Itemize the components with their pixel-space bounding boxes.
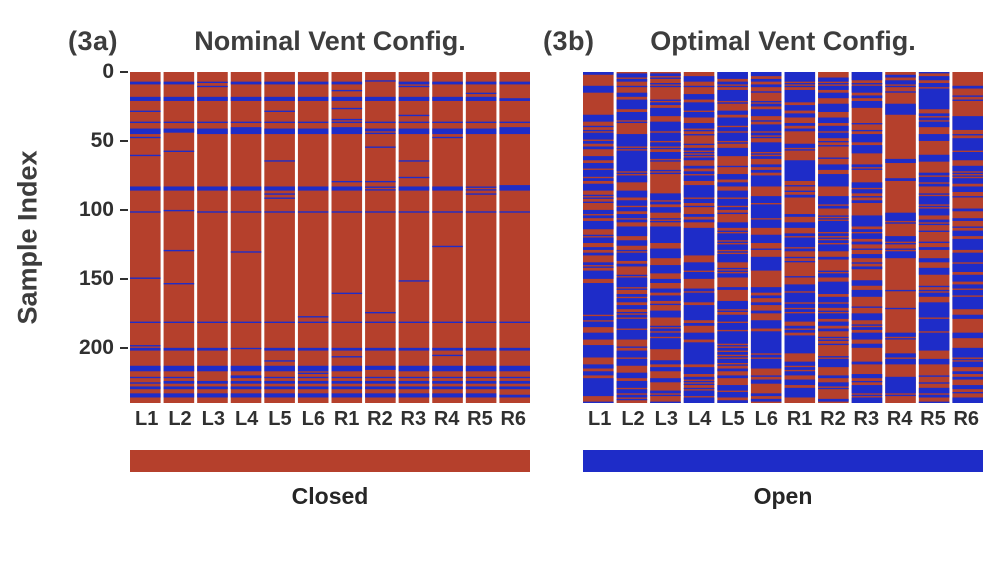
x-tick-label: L5 bbox=[268, 408, 292, 430]
x-tick-label: L1 bbox=[587, 408, 612, 430]
x-tick-label: L5 bbox=[721, 408, 745, 430]
x-tick-label: L2 bbox=[168, 408, 192, 430]
y-tick-label: 100 bbox=[78, 197, 114, 221]
x-tick-label: L2 bbox=[621, 408, 645, 430]
x-tick-label: R1 bbox=[333, 408, 360, 430]
y-axis-label: Sample Index bbox=[6, 72, 50, 403]
panel-a-title: Nominal Vent Config. bbox=[194, 26, 466, 56]
x-tick-label: L4 bbox=[234, 408, 259, 430]
y-tick-mark bbox=[120, 208, 128, 211]
legend-swatch-open bbox=[583, 450, 983, 472]
x-axis-labels-optimal: L1 L2 L3 L4 L5 L6 R1 R2 R3 R4 R5 R6 bbox=[583, 408, 983, 431]
x-tick-label: R2 bbox=[367, 408, 393, 430]
heatmap-nominal-vent-config bbox=[130, 72, 530, 403]
x-tick-label: L3 bbox=[201, 408, 225, 430]
x-tick-label: L3 bbox=[654, 408, 678, 430]
x-tick-label: L6 bbox=[301, 408, 325, 430]
heatmap-optimal-vent-config bbox=[583, 72, 983, 403]
x-tick-label: L6 bbox=[754, 408, 778, 430]
legend-swatch-closed bbox=[130, 450, 530, 472]
x-axis-labels-nominal: L1 L2 L3 L4 L5 L6 R1 R2 R3 R4 R5 R6 bbox=[130, 408, 530, 431]
y-tick-mark bbox=[120, 277, 128, 280]
y-axis-label-text: Sample Index bbox=[12, 150, 43, 325]
panel-a-tag: (3a) bbox=[68, 26, 119, 56]
x-tick-label: R4 bbox=[433, 408, 460, 430]
panel-b-title: Optimal Vent Config. bbox=[650, 26, 916, 56]
y-tick-mark bbox=[120, 346, 128, 349]
x-tick-label: L4 bbox=[687, 408, 712, 430]
y-tick-mark bbox=[120, 139, 128, 142]
y-tick-label: 150 bbox=[78, 266, 114, 290]
x-tick-label: R5 bbox=[920, 408, 946, 430]
y-tick-label: 50 bbox=[90, 128, 114, 152]
x-tick-label: L1 bbox=[134, 408, 159, 430]
panel-b-tag: (3b) bbox=[543, 26, 595, 56]
y-tick-mark bbox=[120, 71, 128, 73]
legend-label-closed: Closed bbox=[291, 483, 369, 509]
x-tick-label: R2 bbox=[820, 408, 846, 430]
y-tick-label: 0 bbox=[102, 60, 114, 83]
x-tick-label: R5 bbox=[467, 408, 493, 430]
x-tick-label: R4 bbox=[886, 408, 913, 430]
x-tick-label: R1 bbox=[786, 408, 813, 430]
x-tick-label: R6 bbox=[953, 408, 980, 430]
legend-label-open: Open bbox=[753, 483, 813, 509]
x-tick-label: R3 bbox=[853, 408, 880, 430]
x-tick-label: R6 bbox=[500, 408, 527, 430]
x-tick-label: R3 bbox=[400, 408, 427, 430]
y-tick-label: 200 bbox=[78, 335, 114, 359]
